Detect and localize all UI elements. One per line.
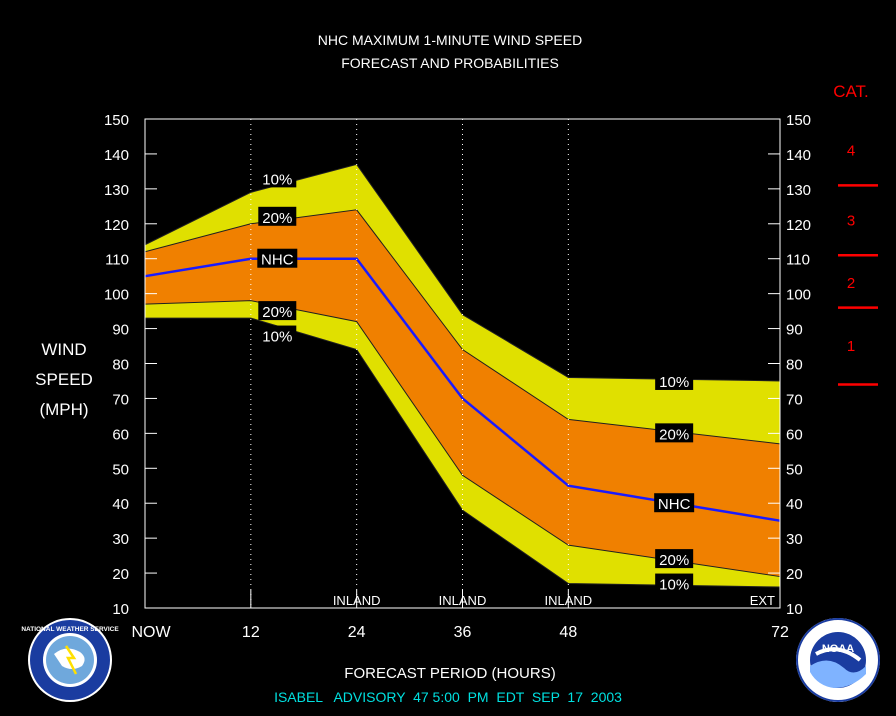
x-axis-label: FORECAST PERIOD (HOURS): [344, 665, 555, 682]
x-tick-label: NOW: [131, 624, 171, 641]
y-tick-label-left: 40: [112, 496, 129, 513]
y-tick-label-right: 50: [786, 461, 803, 478]
series-line-upper-20pct: [144, 209, 781, 445]
series-label-bg: [655, 370, 694, 390]
series-label: 20%: [659, 552, 689, 569]
series-lines: [144, 163, 781, 588]
y-tick-label-right: 150: [786, 112, 811, 129]
y-tick-label-left: 70: [112, 391, 129, 408]
y-tick-label-right: 80: [786, 357, 803, 374]
y-tick-label-left: 150: [104, 112, 129, 129]
y-tick-label-right: 120: [786, 217, 811, 234]
series-label-bg: [655, 549, 694, 569]
x-axis-ticks: NOW 12 24 36 48 72: [131, 590, 789, 641]
nws-seal-icon: NATIONAL WEATHER SERVICE: [21, 618, 119, 702]
y-tick-label-left: 90: [112, 322, 129, 339]
y-tick-label-right: 110: [786, 252, 810, 269]
series-label-bg: [655, 573, 694, 593]
x-tick-label: 24: [348, 624, 366, 641]
category-scale: 1 2 3 4: [838, 142, 878, 386]
category-label: 2: [847, 275, 855, 292]
y-tick-label-left: 60: [112, 426, 129, 443]
series-label-bg: [258, 206, 297, 226]
series-labels: 10% 20% NHC 20% 10% 10% 20% NHC 20% 10%: [257, 168, 695, 594]
x-tick-label: 12: [242, 624, 260, 641]
series-label: NHC: [658, 496, 691, 513]
x-tick-label: 72: [771, 624, 789, 641]
y-tick-label-left: 140: [104, 147, 129, 164]
y-tick-label-right: 130: [786, 182, 811, 199]
y-tick-label-right: 40: [786, 496, 803, 513]
y-tick-label-left: 10: [112, 601, 129, 618]
y-tick-label-right: 30: [786, 531, 803, 548]
y-axis-label-line1: WIND: [41, 340, 86, 359]
series-line-upper-10pct: [144, 163, 781, 382]
nws-seal-text: NATIONAL WEATHER SERVICE: [21, 626, 119, 633]
series-label: 10%: [659, 577, 689, 594]
inland-label: INLAND: [544, 593, 592, 608]
noaa-seal-text: NOAA: [822, 643, 854, 655]
y-tick-label-right: 60: [786, 426, 803, 443]
inland-label: EXT: [750, 593, 775, 608]
inland-labels: INLAND INLAND INLAND EXT: [333, 593, 775, 608]
y-tick-label-left: 120: [104, 217, 129, 234]
probability-bands: [145, 164, 780, 588]
y-tick-label-right: 70: [786, 391, 803, 408]
series-line-lower-10pct: [145, 317, 781, 588]
series-line-lower-20pct: [144, 300, 781, 578]
inland-label: INLAND: [333, 593, 381, 608]
series-label-bg: [258, 168, 297, 188]
series-label: 10%: [262, 329, 292, 346]
y-tick-label-right: 100: [786, 287, 811, 304]
series-label: 10%: [262, 171, 292, 188]
category-heading: CAT.: [833, 82, 869, 101]
series-label: 10%: [659, 374, 689, 391]
y-tick-label-right: 140: [786, 147, 811, 164]
series-label-bg: [655, 423, 694, 443]
y-tick-label-left: 50: [112, 461, 129, 478]
advisory-footer: ISABEL ADVISORY 47 5:00 PM EDT SEP 17 20…: [274, 689, 622, 705]
chart-subtitle: FORECAST AND PROBABILITIES: [341, 55, 559, 71]
series-label-bg: [654, 493, 695, 513]
y-tick-label-left: 20: [112, 566, 129, 583]
inner-band-20pct: [145, 209, 780, 577]
y-tick-label-right: 90: [786, 322, 803, 339]
chart-title: NHC MAXIMUM 1-MINUTE WIND SPEED: [318, 32, 582, 48]
y-axis-ticks: 10 10 20 20 30 30 40 40 50 50 60 60 70 70 80 80 90 90 100 1…: [104, 112, 811, 618]
x-tick-label: 48: [559, 624, 577, 641]
series-label: 20%: [659, 426, 689, 443]
y-tick-label-right: 20: [786, 566, 803, 583]
y-tick-label-left: 110: [105, 252, 129, 269]
inland-label: INLAND: [439, 593, 487, 608]
y-tick-label-left: 80: [112, 357, 129, 374]
category-label: 3: [847, 212, 855, 229]
y-tick-label-left: 100: [104, 287, 129, 304]
series-label: NHC: [261, 252, 294, 269]
series-line-forecast-nhc: [144, 257, 781, 522]
y-axis-label-line2: SPEED: [35, 370, 93, 389]
series-label-bg: [258, 325, 297, 345]
y-tick-label-left: 30: [112, 531, 129, 548]
series-label-bg: [257, 248, 298, 268]
series-label-bg: [258, 301, 297, 321]
y-axis-label-line3: (MPH): [39, 400, 88, 419]
y-tick-label-left: 130: [104, 182, 129, 199]
category-label: 4: [847, 142, 855, 159]
x-tick-label: 36: [454, 624, 472, 641]
noaa-seal-icon: NOAA: [796, 618, 880, 702]
series-label: 20%: [262, 304, 292, 321]
y-tick-label-right: 10: [786, 601, 803, 618]
category-label: 1: [847, 338, 855, 355]
series-label: 20%: [262, 210, 292, 227]
